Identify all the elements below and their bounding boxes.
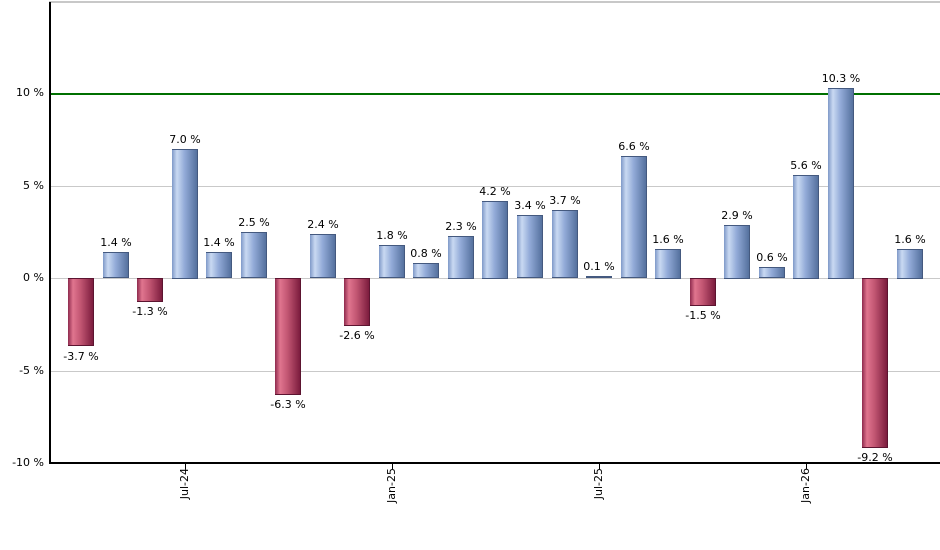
- positive-bar: [413, 263, 439, 278]
- positive-bar: [241, 232, 267, 278]
- threshold-line: [51, 93, 940, 95]
- x-axis-tick: [806, 462, 807, 469]
- bar-value-label: 10.3 %: [821, 72, 861, 85]
- bar-value-label: 1.6 %: [652, 233, 684, 246]
- negative-bar: [275, 278, 301, 395]
- positive-bar: [206, 252, 232, 278]
- bar-value-label: -1.5 %: [685, 309, 721, 322]
- positive-bar: [655, 249, 681, 279]
- x-axis-tick-label: Jan-25: [385, 468, 398, 503]
- bar-value-label: 0.8 %: [410, 247, 442, 260]
- y-axis-line: [49, 2, 51, 464]
- y-axis-tick-label: -10 %: [12, 456, 44, 469]
- bar-value-label: 7.0 %: [169, 133, 201, 146]
- positive-bar: [103, 252, 129, 278]
- positive-bar: [379, 245, 405, 278]
- positive-bar: [586, 276, 612, 278]
- bar-value-label: 2.3 %: [445, 220, 477, 233]
- bar-value-label: 1.4 %: [100, 236, 132, 249]
- bar-value-label: -1.3 %: [132, 305, 168, 318]
- gridline: [51, 371, 940, 372]
- bar-value-label: 4.2 %: [479, 185, 511, 198]
- bar-value-label: -9.2 %: [857, 451, 893, 464]
- positive-bar: [724, 225, 750, 279]
- y-axis-tick-label: 0 %: [23, 271, 44, 284]
- bar-value-label: 3.7 %: [549, 194, 581, 207]
- bar-value-label: 1.8 %: [376, 229, 408, 242]
- bar-value-label: 2.4 %: [307, 218, 339, 231]
- positive-bar: [793, 175, 819, 279]
- x-axis-tick: [392, 462, 393, 469]
- positive-bar: [482, 201, 508, 279]
- y-axis-tick-label: 5 %: [23, 179, 44, 192]
- negative-bar: [862, 278, 888, 448]
- y-axis-tick-label: 10 %: [16, 86, 44, 99]
- positive-bar: [552, 210, 578, 278]
- positive-bar: [172, 149, 198, 279]
- negative-bar: [344, 278, 370, 326]
- negative-bar: [690, 278, 716, 306]
- x-axis-line: [49, 462, 940, 464]
- bar-value-label: 1.6 %: [894, 233, 926, 246]
- bar-value-label: 3.4 %: [514, 199, 546, 212]
- bar-value-label: -6.3 %: [270, 398, 306, 411]
- positive-bar: [759, 267, 785, 278]
- bar-value-label: 0.1 %: [583, 260, 615, 273]
- positive-bar: [448, 236, 474, 279]
- bar-value-label: 5.6 %: [790, 159, 822, 172]
- positive-bar: [310, 234, 336, 278]
- x-axis-tick-label: Jul-25: [592, 468, 605, 500]
- positive-bar: [897, 249, 923, 279]
- bar-value-label: 2.9 %: [721, 209, 753, 222]
- negative-bar: [68, 278, 94, 346]
- positive-bar: [621, 156, 647, 278]
- plot-top-border: [49, 1, 940, 3]
- gridline: [51, 186, 940, 187]
- bar-value-label: 1.4 %: [203, 236, 235, 249]
- negative-bar: [137, 278, 163, 302]
- bar-value-label: 2.5 %: [238, 216, 270, 229]
- bar-value-label: 6.6 %: [618, 140, 650, 153]
- bar-value-label: -2.6 %: [339, 329, 375, 342]
- y-axis-tick-label: -5 %: [19, 364, 44, 377]
- bar-value-label: -3.7 %: [63, 350, 99, 363]
- x-axis-tick: [599, 462, 600, 469]
- positive-bar: [828, 88, 854, 279]
- bar-value-label: 0.6 %: [756, 251, 788, 264]
- x-axis-tick-label: Jan-26: [799, 468, 812, 503]
- x-axis-tick-label: Jul-24: [178, 468, 191, 500]
- positive-bar: [517, 215, 543, 278]
- x-axis-tick: [185, 462, 186, 469]
